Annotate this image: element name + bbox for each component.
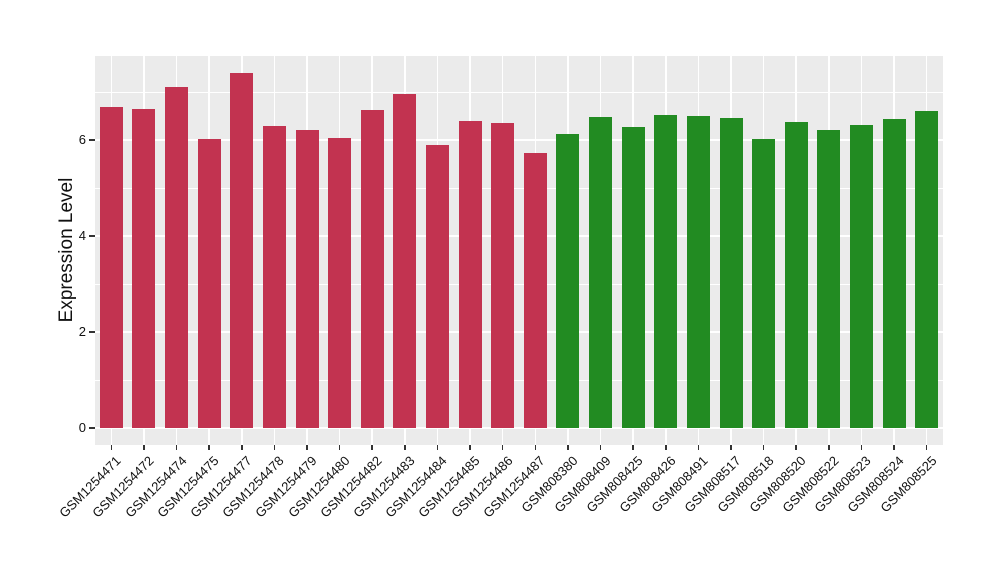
bar (915, 111, 939, 429)
minor-gridline (95, 379, 943, 381)
bar (784, 122, 808, 429)
minor-gridline (95, 283, 943, 285)
bar (295, 130, 319, 429)
bar (197, 138, 221, 429)
bar (556, 133, 580, 429)
x-tick-mark (925, 445, 928, 450)
y-tick-mark (89, 427, 95, 429)
y-axis-title: Expression Level (56, 177, 77, 323)
x-tick-mark (436, 445, 439, 450)
minor-gridline (95, 91, 943, 93)
x-tick-mark (534, 445, 537, 450)
bar (719, 118, 743, 429)
x-tick-mark (469, 445, 471, 450)
x-tick-mark (632, 445, 634, 450)
bar (132, 109, 156, 429)
y-tick-mark (89, 139, 95, 141)
x-tick-mark (893, 445, 895, 450)
x-tick-mark (241, 445, 243, 450)
bar (360, 110, 384, 429)
major-gridline (95, 427, 943, 430)
x-tick-mark (567, 445, 569, 450)
x-tick-mark (795, 445, 797, 450)
bar (393, 93, 417, 429)
x-tick-mark (338, 445, 341, 450)
bar (882, 119, 906, 429)
bar (686, 116, 710, 429)
x-tick-mark (697, 445, 700, 450)
bar (458, 120, 482, 429)
bar (262, 125, 286, 429)
x-tick-mark (599, 445, 602, 450)
x-tick-mark (860, 445, 863, 450)
x-tick-mark (501, 445, 504, 450)
x-tick-mark (371, 445, 373, 450)
x-tick-mark (273, 445, 276, 450)
bar (849, 125, 873, 429)
major-gridline (95, 331, 943, 334)
bar (230, 73, 254, 429)
x-tick-mark (762, 445, 765, 450)
bar (165, 87, 189, 429)
y-tick-label: 4 (78, 228, 86, 244)
y-tick-label: 6 (78, 132, 86, 148)
bar (425, 144, 449, 429)
minor-gridline (95, 187, 943, 189)
x-tick-mark (828, 445, 830, 450)
x-tick-mark (175, 445, 178, 450)
major-gridline (95, 139, 943, 142)
bar (491, 122, 515, 429)
bar (99, 107, 123, 429)
bar (589, 117, 613, 429)
bar (621, 126, 645, 429)
y-tick-mark (89, 331, 95, 333)
plot-panel (95, 56, 943, 445)
x-tick-mark (208, 445, 210, 450)
x-tick-mark (306, 445, 308, 450)
major-gridline (95, 235, 943, 238)
bar (654, 114, 678, 429)
x-tick-mark (143, 445, 145, 450)
bar (752, 138, 776, 429)
x-tick-mark (110, 445, 113, 450)
y-tick-mark (89, 235, 95, 237)
x-tick-mark (665, 445, 667, 450)
y-tick-label: 2 (78, 324, 86, 340)
bar (817, 130, 841, 429)
x-tick-mark (404, 445, 406, 450)
bar (328, 137, 352, 429)
x-tick-mark (730, 445, 732, 450)
bar (523, 152, 547, 429)
y-tick-label: 0 (78, 420, 86, 436)
